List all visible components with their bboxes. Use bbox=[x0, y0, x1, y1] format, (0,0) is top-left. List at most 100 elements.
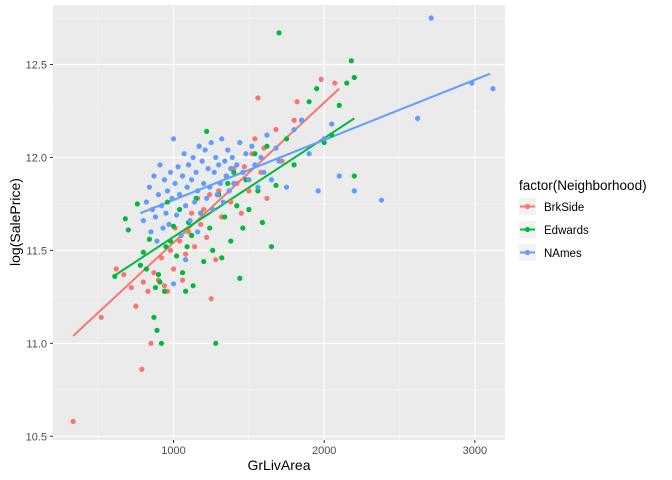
grid bbox=[53, 5, 505, 440]
y-tick-label: 12.5 bbox=[26, 59, 47, 71]
point-names bbox=[217, 180, 223, 187]
y-axis-title: log(SalePrice) bbox=[7, 178, 23, 266]
point-edwards bbox=[219, 255, 225, 261]
legend-label-names: NAmes bbox=[544, 248, 582, 260]
point-names bbox=[234, 162, 240, 168]
point-edwards bbox=[179, 270, 186, 276]
point-names bbox=[261, 169, 267, 175]
point-brkside bbox=[273, 126, 279, 133]
point-brkside bbox=[139, 366, 145, 372]
x-tick-label: 2000 bbox=[312, 445, 336, 457]
point-names bbox=[196, 143, 202, 149]
point-brkside bbox=[98, 314, 104, 320]
point-names bbox=[152, 214, 159, 220]
point-names bbox=[158, 203, 165, 209]
point-edwards bbox=[122, 216, 128, 222]
point-names bbox=[299, 117, 305, 123]
point-edwards bbox=[210, 247, 216, 253]
point-brkside bbox=[318, 76, 324, 82]
legend: factor(Neighborhood) BrkSide Edwards NAmes bbox=[519, 178, 647, 261]
point-names bbox=[469, 80, 475, 86]
point-brkside bbox=[176, 238, 183, 244]
point-edwards bbox=[173, 253, 180, 259]
point-edwards bbox=[321, 139, 327, 146]
point-edwards bbox=[234, 203, 240, 209]
point-names bbox=[229, 154, 235, 161]
point-brkside bbox=[121, 271, 127, 278]
point-edwards bbox=[314, 86, 320, 92]
legend-label-edwards: Edwards bbox=[544, 225, 589, 237]
point-brkside bbox=[179, 277, 186, 283]
point-edwards bbox=[336, 102, 342, 108]
point-edwards bbox=[276, 30, 282, 36]
point-names bbox=[181, 151, 187, 157]
point-edwards bbox=[163, 244, 169, 250]
point-names bbox=[149, 206, 156, 213]
point-names bbox=[329, 121, 335, 127]
point-brkside bbox=[192, 244, 198, 250]
point-names bbox=[170, 281, 177, 287]
point-names bbox=[273, 145, 279, 151]
point-brkside bbox=[133, 303, 139, 309]
point-names bbox=[164, 188, 171, 194]
point-edwards bbox=[143, 266, 150, 272]
point-names bbox=[264, 132, 270, 138]
point-brkside bbox=[294, 99, 300, 105]
point-brkside bbox=[332, 80, 338, 86]
point-edwards bbox=[344, 80, 350, 86]
point-brkside bbox=[182, 251, 189, 257]
point-edwards bbox=[152, 284, 159, 291]
x-axis-title: GrLivArea bbox=[247, 457, 310, 473]
point-names bbox=[170, 136, 177, 142]
point-names bbox=[321, 136, 327, 142]
y-tick-label: 12.0 bbox=[26, 152, 47, 164]
panel-background bbox=[53, 5, 505, 440]
point-names bbox=[258, 154, 264, 161]
point-edwards bbox=[182, 288, 189, 294]
point-names bbox=[208, 139, 214, 146]
point-names bbox=[336, 173, 342, 179]
point-brkside bbox=[128, 284, 134, 291]
point-brkside bbox=[241, 164, 247, 170]
point-names bbox=[172, 180, 178, 187]
point-edwards bbox=[213, 340, 219, 346]
point-names bbox=[166, 221, 172, 227]
point-names bbox=[193, 169, 199, 175]
point-edwards bbox=[204, 128, 210, 135]
point-edwards bbox=[231, 169, 237, 175]
point-names bbox=[192, 199, 198, 205]
point-names bbox=[214, 192, 220, 198]
point-edwards bbox=[306, 99, 312, 105]
point-edwards bbox=[207, 225, 213, 231]
point-edwards bbox=[268, 244, 275, 250]
data-points bbox=[70, 15, 496, 425]
point-brkside bbox=[145, 288, 151, 294]
point-brkside bbox=[201, 206, 207, 213]
point-edwards bbox=[112, 273, 118, 280]
point-names bbox=[186, 162, 192, 168]
point-names bbox=[415, 115, 421, 121]
point-brkside bbox=[213, 257, 219, 263]
point-names bbox=[246, 177, 252, 183]
point-edwards bbox=[246, 206, 252, 213]
point-names bbox=[243, 151, 249, 157]
point-names bbox=[179, 173, 186, 179]
legend-label-brkside: BrkSide bbox=[544, 202, 584, 214]
point-names bbox=[176, 192, 183, 198]
point-edwards bbox=[184, 244, 190, 250]
point-edwards bbox=[259, 219, 266, 226]
point-names bbox=[182, 203, 189, 209]
point-brkside bbox=[161, 283, 168, 289]
point-brkside bbox=[158, 255, 165, 261]
legend-point-edwards bbox=[524, 226, 531, 233]
y-tick-label: 11.0 bbox=[26, 338, 47, 350]
point-names bbox=[291, 126, 297, 133]
x-tick-label: 3000 bbox=[463, 445, 487, 457]
point-names bbox=[315, 188, 321, 194]
point-edwards bbox=[201, 258, 207, 265]
point-brkside bbox=[189, 210, 195, 216]
point-names bbox=[169, 195, 175, 201]
point-edwards bbox=[157, 279, 163, 285]
point-edwards bbox=[158, 340, 165, 346]
